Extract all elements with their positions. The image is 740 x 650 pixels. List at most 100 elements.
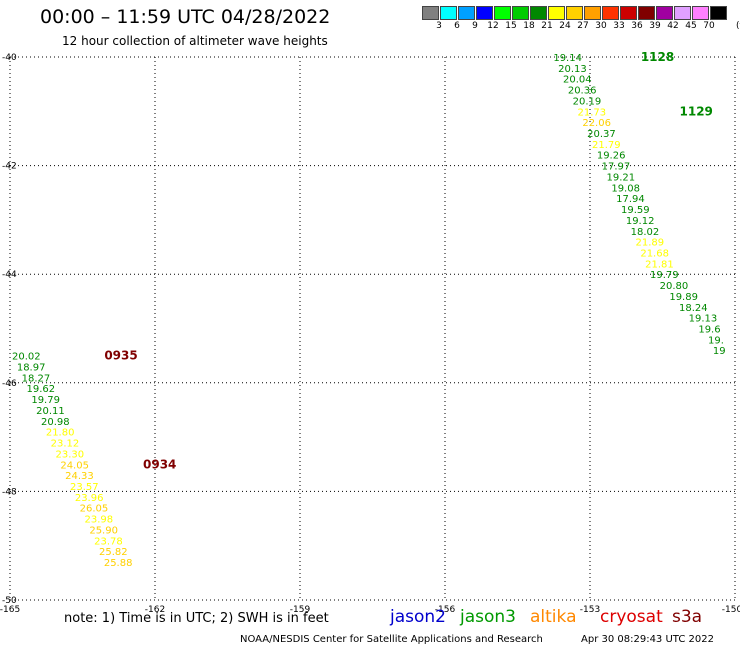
swh-value-label: 20.13	[558, 64, 587, 75]
satellite-legend-cryosat: cryosat	[600, 607, 663, 627]
lon-tick-label: -156	[435, 605, 456, 615]
lat-tick-label: -44	[2, 270, 17, 280]
lat-tick-label: -42	[2, 162, 17, 172]
swh-value-label: 19.08	[611, 183, 640, 194]
color-scale-swatch	[656, 6, 673, 20]
swh-value-label: 22.06	[582, 118, 611, 129]
swh-value-label: 23.96	[75, 493, 104, 504]
page-subtitle: 12 hour collection of altimeter wave hei…	[62, 34, 328, 48]
color-scale-label: 36	[631, 21, 643, 31]
swh-value-label: 19.12	[626, 216, 655, 227]
swh-value-label: 19.59	[621, 205, 650, 216]
satellite-legend-jason2: jason2	[390, 607, 446, 627]
swh-value-label: 21.89	[636, 238, 665, 249]
lat-tick-label: -48	[2, 487, 17, 497]
swh-value-label: 19.89	[669, 292, 698, 303]
track-time-label: 1129	[680, 104, 713, 118]
color-scale-label: 9	[472, 21, 478, 31]
track-time-label: 0934	[143, 457, 176, 471]
swh-value-label: 19.13	[689, 314, 718, 325]
color-scale-swatch	[512, 6, 529, 20]
swh-value-label: 21.79	[592, 140, 621, 151]
swh-value-label: 23.12	[51, 439, 80, 450]
swh-value-label: 20.11	[36, 406, 65, 417]
color-scale-unit: (ft)	[736, 21, 740, 31]
color-scale-swatch	[422, 6, 439, 20]
color-scale-swatch	[476, 6, 493, 20]
lon-tick-label: -150	[722, 605, 740, 615]
swh-value-label: 24.05	[60, 460, 89, 471]
color-scale-label: 24	[559, 21, 571, 31]
footer-credit: NOAA/NESDIS Center for Satellite Applica…	[240, 634, 543, 645]
swh-value-label: 23.57	[70, 482, 99, 493]
color-scale-swatch	[584, 6, 601, 20]
color-scale-swatch	[710, 6, 727, 20]
lon-tick-label: -162	[145, 605, 165, 615]
color-scale-label: 70	[703, 21, 715, 31]
swh-value-label: 25.82	[99, 547, 128, 558]
color-scale-swatch	[638, 6, 655, 20]
color-scale-swatch	[494, 6, 511, 20]
color-scale-label: 30	[595, 21, 607, 31]
color-scale-label: 33	[613, 21, 625, 31]
lon-tick-label: -165	[0, 605, 20, 615]
swh-value-label: 19.62	[27, 384, 56, 395]
swh-value-label: 19.79	[31, 395, 60, 406]
lat-tick-label: -46	[2, 379, 17, 389]
swh-value-label: 19.21	[607, 172, 636, 183]
swh-value-label: 23.98	[85, 515, 114, 526]
color-scale-legend	[422, 6, 728, 20]
color-scale-swatch	[440, 6, 457, 20]
color-scale-swatch	[548, 6, 565, 20]
swh-value-label: 18.27	[22, 373, 51, 384]
track-time-label: 1128	[641, 50, 674, 64]
swh-value-label: 20.36	[568, 86, 597, 97]
swh-value-label: 18.02	[631, 227, 660, 238]
swh-value-label: 18.97	[17, 363, 46, 374]
color-scale-label: 21	[541, 21, 553, 31]
color-scale-label: 42	[667, 21, 679, 31]
swh-value-label: 20.04	[563, 75, 592, 86]
color-scale-swatch	[620, 6, 637, 20]
swh-value-label: 24.33	[65, 471, 94, 482]
swh-value-label: 21.68	[640, 248, 669, 259]
color-scale-swatch	[692, 6, 709, 20]
satellite-legend-s3a: s3a	[672, 607, 703, 627]
swh-value-label: 21.81	[645, 259, 674, 270]
swh-value-label: 19	[713, 346, 726, 357]
swh-value-label: 25.90	[89, 525, 118, 536]
swh-value-label: 23.78	[94, 536, 123, 547]
swh-value-label: 18.24	[679, 303, 708, 314]
swh-value-label: 19.6	[698, 325, 720, 336]
lat-tick-label: -50	[2, 596, 17, 606]
swh-value-label: 21.73	[578, 107, 607, 118]
swh-value-label: 21.80	[46, 428, 75, 439]
footer-note: note: 1) Time is in UTC; 2) SWH is in fe…	[64, 611, 329, 626]
swh-value-label: 26.05	[80, 504, 109, 515]
swh-value-label: 20.80	[660, 281, 689, 292]
swh-value-label: 25.88	[104, 558, 133, 569]
satellite-legend-jason3: jason3	[460, 607, 516, 627]
footer-generated-time: Apr 30 08:29:43 UTC 2022	[581, 634, 714, 645]
swh-value-label: 19.14	[553, 53, 582, 64]
swh-value-label: 19.	[708, 335, 724, 346]
color-scale-label: 45	[685, 21, 697, 31]
color-scale-swatch	[566, 6, 583, 20]
color-scale-swatch	[602, 6, 619, 20]
color-scale-label: 18	[523, 21, 535, 31]
color-scale-swatch	[530, 6, 547, 20]
satellite-legend-altika: altika	[530, 607, 577, 627]
color-scale-swatch	[458, 6, 475, 20]
lon-tick-label: -159	[290, 605, 311, 615]
track-time-label: 0935	[104, 349, 137, 363]
color-scale-label: 12	[487, 21, 499, 31]
swh-value-label: 23.30	[56, 449, 85, 460]
swh-value-label: 19.26	[597, 151, 626, 162]
color-scale-swatch	[674, 6, 691, 20]
color-scale-label: 39	[649, 21, 661, 31]
color-scale-label: 15	[505, 21, 517, 31]
swh-value-label: 20.98	[41, 417, 70, 428]
color-scale-label: 6	[454, 21, 460, 31]
